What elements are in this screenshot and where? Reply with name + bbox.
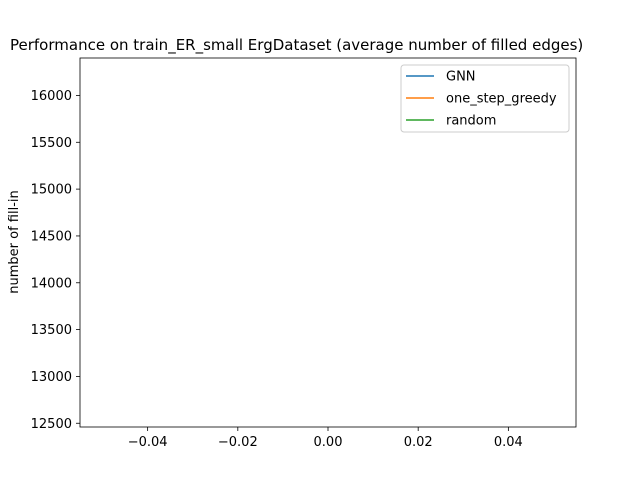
y-tick-label: 12500	[31, 417, 72, 432]
y-tick-label: 15000	[31, 183, 72, 198]
y-tick-label: 13000	[31, 370, 72, 385]
y-tick-label: 15500	[31, 136, 72, 151]
y-tick-label: 16000	[31, 89, 72, 104]
chart-title: Performance on train_ER_small ErgDataset…	[10, 36, 583, 55]
y-tick-label: 14500	[31, 229, 72, 244]
legend-label-one-step-greedy: one_step_greedy	[446, 92, 557, 107]
x-tick-label: 0.02	[404, 435, 433, 450]
x-tick-label: 0.00	[314, 435, 343, 450]
y-axis: 12500 13000 13500 14000 14500 15000 15500 16000	[31, 89, 80, 432]
legend-label-gnn: GNN	[446, 70, 476, 85]
x-tick-label: −0.04	[128, 435, 168, 450]
x-tick-label: −0.02	[218, 435, 258, 450]
legend-label-random: random	[446, 114, 496, 129]
legend-frame	[400, 64, 570, 133]
x-axis: −0.04 −0.02 0.00 0.02 0.04	[128, 427, 523, 450]
y-tick-label: 14000	[31, 276, 72, 291]
y-axis-title: number of fill-in	[7, 190, 22, 294]
y-tick-label: 13500	[31, 323, 72, 338]
x-tick-label: 0.04	[494, 435, 523, 450]
